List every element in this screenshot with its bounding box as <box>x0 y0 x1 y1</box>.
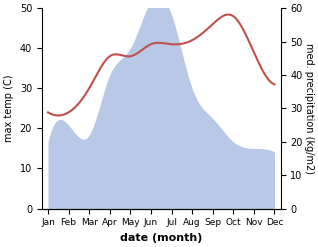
Y-axis label: max temp (C): max temp (C) <box>4 75 14 142</box>
X-axis label: date (month): date (month) <box>120 233 203 243</box>
Y-axis label: med. precipitation (kg/m2): med. precipitation (kg/m2) <box>304 43 314 174</box>
